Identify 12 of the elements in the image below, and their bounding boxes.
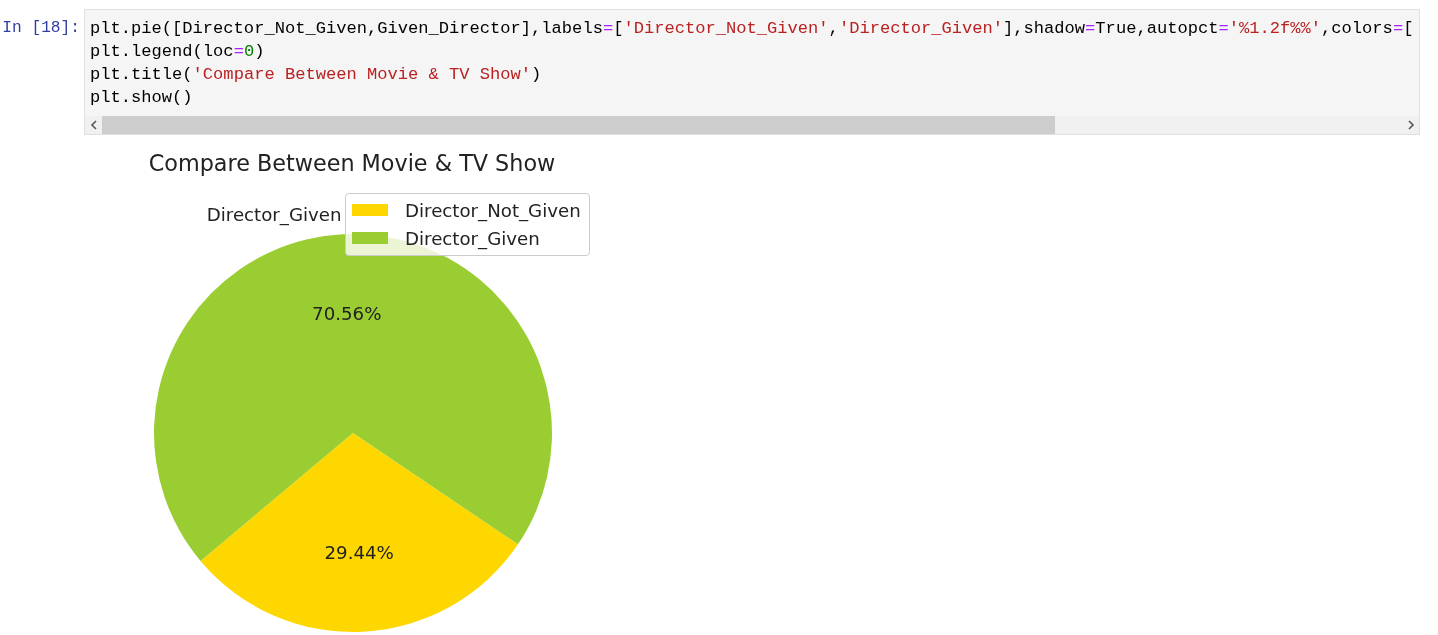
slice-label: Director_Given [206,203,342,226]
pie-slice [200,433,518,632]
data-label: 29.44% [324,541,394,563]
chart-title: Compare Between Movie & TV Show [147,150,557,176]
text: plt.title('Compare Between Movie & TV Show') [90,65,542,84]
legend-label: Director_Given [405,227,540,249]
text: plt.legend(loc=0) [90,42,265,61]
text: plt.show() [90,88,193,107]
text: plt.pie([Director_Not_Given,Given_Director],labels=['Director_Not_Given','Director_Given'],shadow=True,autopct='%1.2f%%',colors=[ [90,19,1414,38]
data-label: 70.56% [312,303,382,325]
text: In [18]: [2,18,80,39]
legend-label: Director_Not_Given [405,199,581,221]
